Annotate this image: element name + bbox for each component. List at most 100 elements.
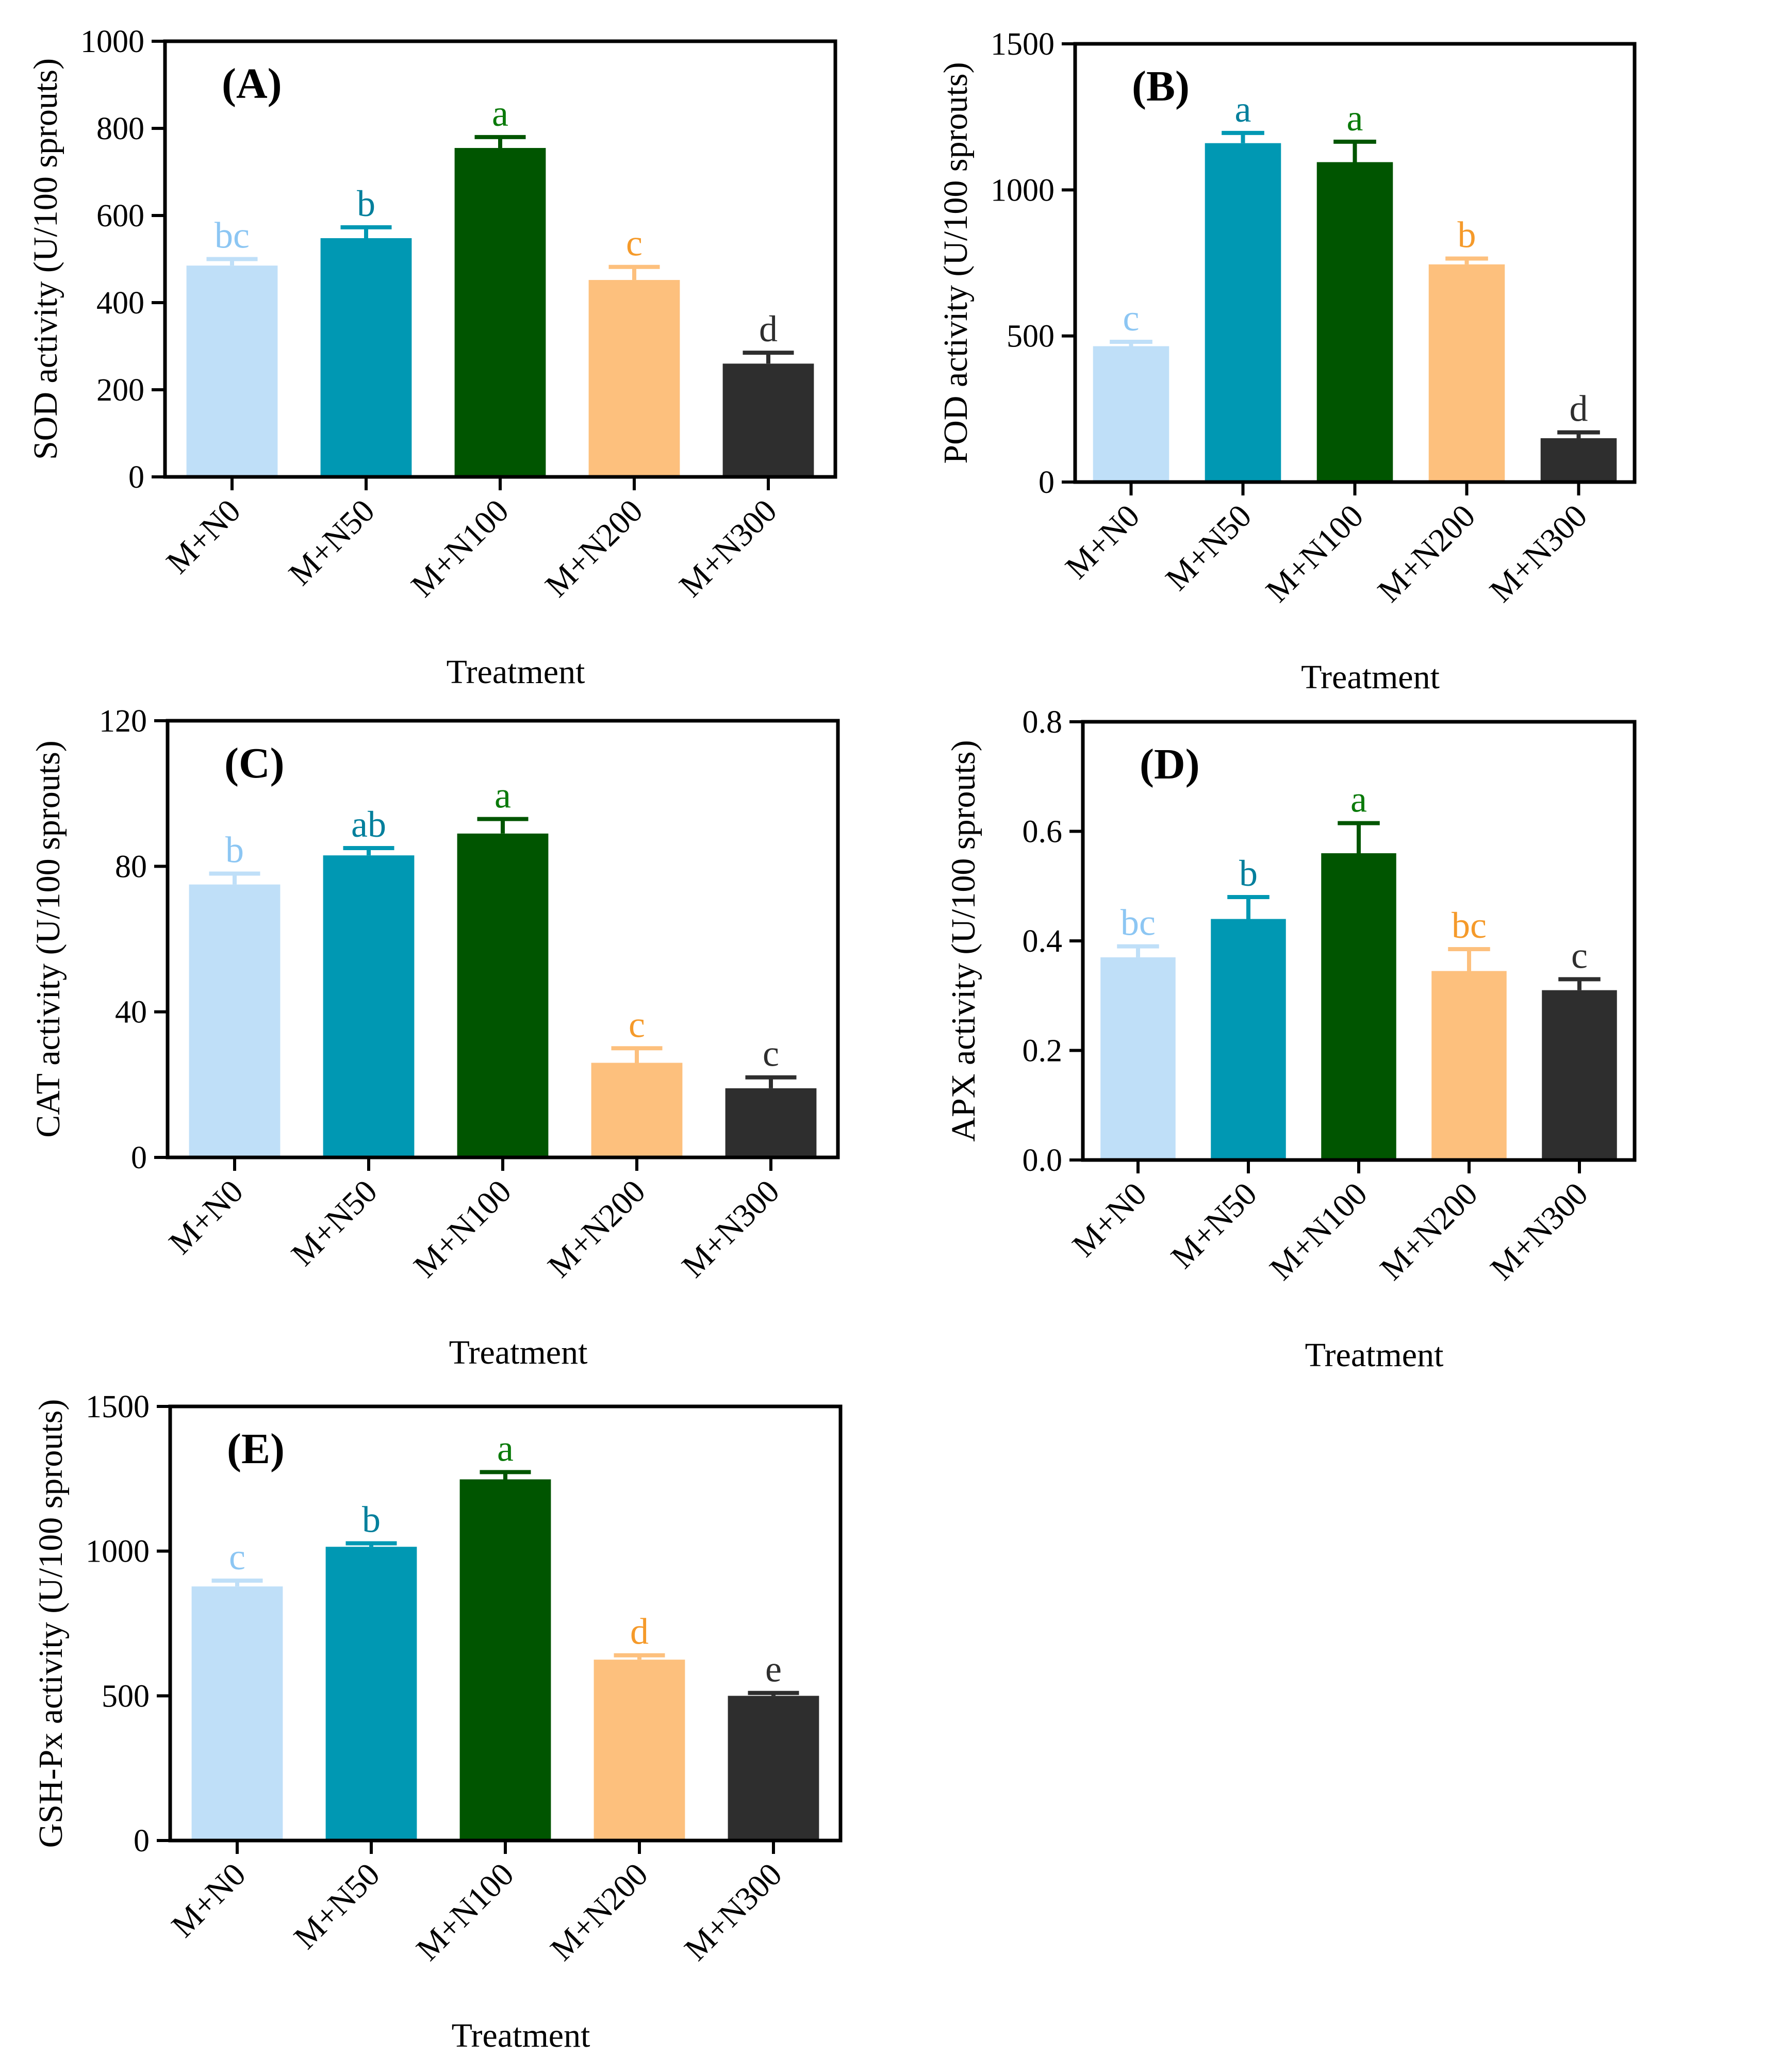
bar-m-n50 (1205, 143, 1281, 483)
bar-m-n100 (454, 148, 546, 477)
y-tick-label: 500 (102, 1679, 150, 1714)
x-tick-label: M+N200 (1373, 1175, 1485, 1287)
y-axis-title: GSH-Px activity (U/100 sprouts) (32, 1399, 70, 1848)
bar-m-n100 (459, 1479, 551, 1841)
significance-letter: b (225, 829, 244, 870)
y-tick-label: 1000 (991, 173, 1054, 208)
bar-m-n100 (457, 833, 549, 1157)
x-axis-title: Treatment (1305, 1336, 1444, 1374)
significance-letter: bc (215, 215, 250, 256)
panel-label: (E) (227, 1425, 285, 1473)
significance-letter: c (1571, 935, 1588, 976)
x-tick-label: M+N50 (1164, 1175, 1264, 1275)
error-bar (345, 1541, 397, 1547)
y-tick-label: 0.4 (1023, 924, 1063, 959)
y-axis-title: APX activity (U/100 sprouts) (945, 740, 982, 1141)
x-tick-label: M+N200 (540, 1173, 652, 1285)
significance-letter: d (1570, 388, 1588, 429)
x-axis-title: Treatment (449, 1334, 588, 1371)
x-tick-label: M+N300 (1482, 498, 1594, 609)
significance-letter: ab (351, 804, 386, 845)
significance-letter: d (759, 308, 778, 350)
x-tick-label: M+N300 (674, 1173, 786, 1285)
error-bar (1557, 430, 1600, 438)
error-bar (748, 1690, 799, 1696)
bar-m-n0 (191, 1586, 283, 1841)
y-tick-label: 0 (1039, 465, 1054, 500)
x-tick-label: M+N100 (404, 492, 516, 604)
bar-m-n200 (1428, 264, 1505, 482)
significance-letter: a (495, 775, 511, 816)
error-bar (1227, 895, 1270, 919)
significance-letter: b (1458, 214, 1476, 256)
error-bar (745, 1075, 797, 1088)
x-tick-label: M+N200 (1371, 498, 1482, 609)
error-bar (340, 225, 392, 238)
panel-label: (A) (222, 60, 282, 108)
bar-m-n300 (1542, 990, 1617, 1160)
significance-letter: b (1239, 853, 1258, 894)
x-axis-title: Treatment (452, 2017, 590, 2054)
y-tick-label: 1000 (86, 1534, 150, 1569)
y-tick-label: 800 (96, 111, 144, 146)
y-tick-label: 0.8 (1023, 705, 1063, 740)
y-tick-label: 200 (96, 373, 144, 408)
error-bar (1222, 130, 1264, 143)
error-bar (474, 135, 526, 148)
panel-label: (D) (1140, 740, 1200, 788)
y-tick-label: 40 (115, 995, 147, 1030)
bar-m-n300 (725, 1088, 817, 1157)
significance-letter: b (357, 183, 375, 224)
significance-letter: a (1235, 89, 1251, 130)
y-tick-label: 400 (96, 286, 144, 321)
bar-m-n0 (186, 266, 278, 477)
bar-m-n200 (591, 1063, 683, 1157)
x-axis-title: Treatment (1301, 658, 1440, 696)
significance-letter: bc (1120, 902, 1156, 943)
y-axis-title: CAT activity (U/100 sprouts) (29, 740, 67, 1138)
error-bar (614, 1653, 665, 1660)
bar-m-n200 (588, 280, 680, 477)
x-tick-label: M+N100 (409, 1856, 521, 1968)
significance-letter: c (626, 223, 642, 264)
y-tick-label: 1000 (80, 24, 144, 59)
bar-m-n50 (325, 1547, 417, 1841)
x-tick-label: M+N300 (672, 492, 784, 604)
x-tick-label: M+N50 (282, 492, 382, 592)
bar-m-n100 (1321, 853, 1396, 1160)
error-bar (211, 1578, 263, 1587)
error-bar (1338, 821, 1380, 853)
bar-m-n50 (323, 855, 415, 1157)
bar-m-n200 (1431, 971, 1507, 1160)
x-tick-label: M+N300 (1483, 1175, 1595, 1287)
bar-m-n50 (320, 238, 412, 477)
error-bar (206, 257, 258, 266)
y-axis-title: SOD activity (U/100 sprouts) (27, 58, 64, 460)
error-bar (1117, 944, 1159, 957)
error-bar (1448, 947, 1490, 971)
significance-letter: a (1347, 97, 1363, 139)
y-tick-label: 0.2 (1023, 1034, 1063, 1069)
bar-m-n0 (1093, 346, 1169, 482)
bar-m-n200 (594, 1660, 685, 1841)
bar-m-n300 (722, 363, 814, 477)
x-tick-label: M+N100 (1259, 498, 1371, 609)
y-tick-label: 1500 (991, 27, 1054, 62)
error-bar (1110, 340, 1152, 346)
error-bar (1445, 256, 1488, 264)
x-tick-label: M+N0 (1058, 498, 1146, 586)
significance-letter: c (229, 1536, 245, 1578)
x-tick-label: M+N0 (1065, 1175, 1153, 1264)
significance-letter: bc (1452, 905, 1487, 946)
x-tick-label: M+N50 (284, 1173, 384, 1273)
significance-letter: c (1123, 297, 1140, 339)
y-tick-label: 0 (128, 460, 144, 495)
y-tick-label: 600 (96, 198, 144, 234)
error-bar (608, 264, 660, 280)
error-bar (743, 351, 794, 364)
error-bar (1333, 139, 1376, 162)
y-tick-label: 120 (99, 704, 147, 739)
bar-m-n50 (1211, 919, 1286, 1160)
